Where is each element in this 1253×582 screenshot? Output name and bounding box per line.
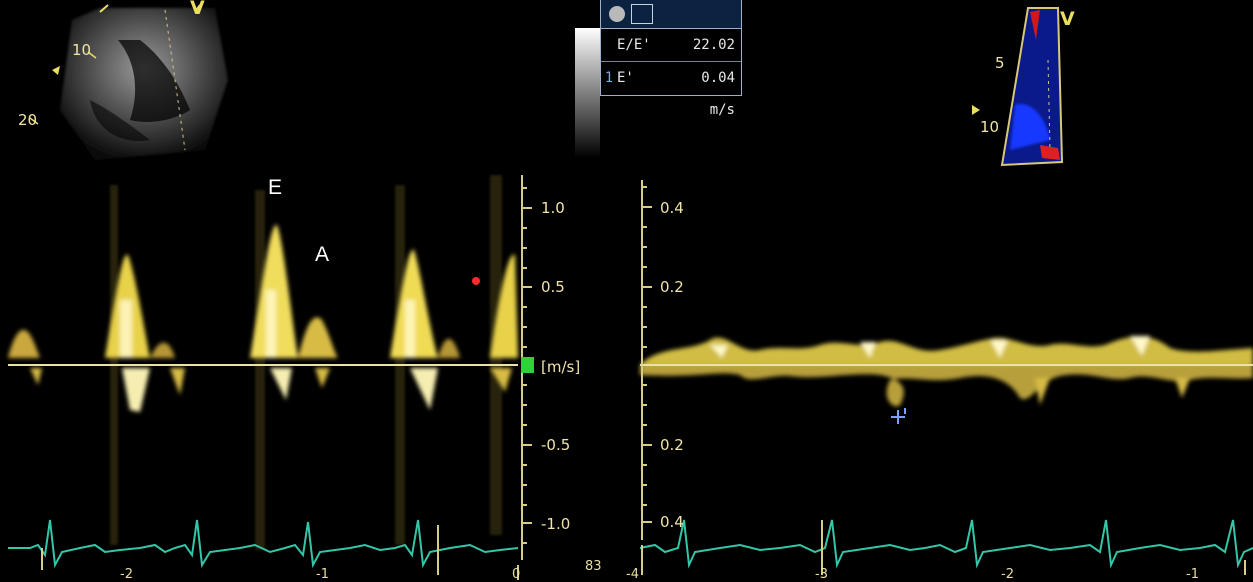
measurement-name: E/E' — [617, 37, 651, 53]
measurement-value: 22.02 — [692, 37, 735, 53]
measurement-index — [601, 29, 617, 61]
measurement-row-eprime: 1 E' 0.04 m/s — [601, 62, 741, 118]
right-time-tick-neg3: -3 — [815, 567, 828, 582]
right-inset-depth-10: 10 — [980, 118, 999, 136]
left-ecg-trace — [8, 519, 519, 569]
right-inset-depth-5: 5 — [995, 54, 1005, 72]
right-color-doppler-inset — [972, 7, 1064, 167]
measurement-cursor — [891, 408, 906, 424]
measurement-name: E' — [617, 70, 634, 86]
left-doppler-reversal — [30, 368, 512, 412]
a-wave-label: A — [315, 243, 330, 266]
left-unit-label: [m/s] — [541, 358, 580, 376]
measurement-results-box: E/E' 22.02 1 E' 0.04 m/s — [600, 28, 742, 118]
left-tick-neg-0-5: -0.5 — [541, 436, 570, 454]
velocity-baseline-marker — [521, 357, 534, 373]
left-inset-depth-20: 20 — [18, 111, 37, 129]
record-icon[interactable] — [609, 6, 625, 22]
e-wave-label: E — [268, 176, 283, 199]
left-inset-v-marker: V — [190, 0, 205, 19]
right-tick-0-2-top: 0.2 — [660, 278, 684, 296]
left-corner-text: 83 — [585, 559, 602, 574]
left-time-tick-neg1: -1 — [316, 567, 329, 582]
left-time-tick-neg2: -2 — [120, 567, 133, 582]
time-axis-ticks — [41, 520, 1246, 580]
right-ecg-trace — [639, 519, 1253, 569]
right-time-tick-neg1: -1 — [1186, 567, 1199, 582]
right-time-tick-neg4: -4 — [626, 567, 639, 582]
left-2d-echo-inset — [29, 4, 228, 160]
measurement-row-ratio: E/E' 22.02 — [601, 29, 741, 62]
right-tick-0-4-top: 0.4 — [660, 199, 684, 217]
right-tick-0-4-bottom: 0.4 — [660, 513, 684, 531]
right-velocity-scale — [641, 180, 652, 540]
right-time-tick-neg2: -2 — [1001, 567, 1014, 582]
measurement-value: 0.04 m/s — [701, 70, 735, 118]
left-tick-neg-1-0: -1.0 — [541, 515, 570, 533]
left-inset-depth-10: 10 — [72, 41, 91, 59]
settings-icon[interactable] — [631, 4, 653, 24]
measurement-index: 1 — [604, 70, 614, 86]
left-doppler-noise — [110, 175, 502, 550]
left-tick-0-5: 0.5 — [541, 278, 565, 296]
left-time-tick-0: 0 — [512, 567, 520, 582]
left-doppler-spectrum — [8, 224, 518, 358]
left-tick-1-0: 1.0 — [541, 199, 565, 217]
grayscale-bar — [575, 28, 600, 158]
red-dot-marker — [472, 277, 480, 285]
right-tick-0-2-bottom: 0.2 — [660, 436, 684, 454]
right-inset-v-marker: V — [1060, 8, 1075, 30]
measurement-toolbar — [600, 0, 742, 29]
right-doppler-spectrum — [640, 336, 1253, 407]
